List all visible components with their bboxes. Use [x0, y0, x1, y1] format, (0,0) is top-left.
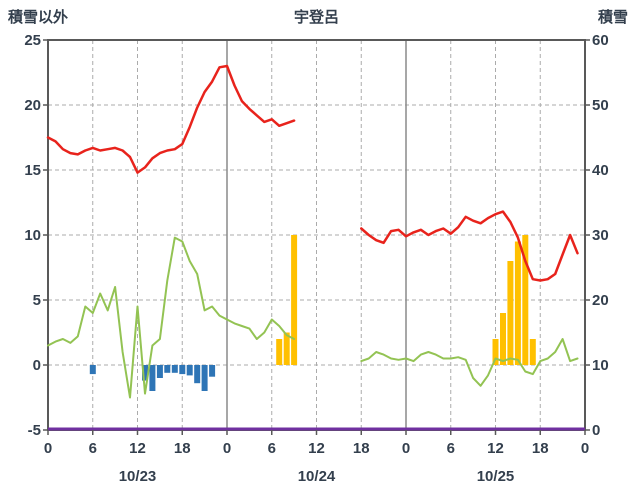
left-axis-title: 積雪以外 [8, 9, 69, 26]
svg-text:12: 12 [129, 440, 146, 457]
svg-text:30: 30 [592, 227, 609, 244]
right-axis-title: 積雪 [597, 9, 628, 26]
svg-text:18: 18 [174, 440, 191, 457]
svg-text:60: 60 [592, 32, 609, 49]
svg-text:6: 6 [447, 440, 455, 457]
svg-text:10/23: 10/23 [119, 468, 157, 485]
svg-text:10/25: 10/25 [477, 468, 515, 485]
svg-text:0: 0 [44, 440, 52, 457]
svg-text:15: 15 [24, 162, 41, 179]
svg-text:25: 25 [24, 32, 41, 49]
svg-text:6: 6 [268, 440, 276, 457]
svg-text:0: 0 [402, 440, 410, 457]
svg-text:10: 10 [592, 357, 609, 374]
svg-text:40: 40 [592, 162, 609, 179]
svg-text:-5: -5 [28, 422, 41, 439]
chart-title: 宇登呂 [293, 9, 339, 26]
svg-text:18: 18 [353, 440, 370, 457]
svg-text:18: 18 [532, 440, 549, 457]
svg-text:12: 12 [487, 440, 504, 457]
svg-text:0: 0 [581, 440, 589, 457]
svg-text:0: 0 [33, 357, 41, 374]
svg-text:0: 0 [592, 422, 600, 439]
svg-text:20: 20 [592, 292, 609, 309]
svg-text:6: 6 [89, 440, 97, 457]
svg-text:0: 0 [223, 440, 231, 457]
svg-text:20: 20 [24, 97, 41, 114]
svg-text:5: 5 [33, 292, 41, 309]
svg-text:10/24: 10/24 [298, 468, 336, 485]
svg-text:12: 12 [308, 440, 325, 457]
svg-text:50: 50 [592, 97, 609, 114]
svg-text:10: 10 [24, 227, 41, 244]
